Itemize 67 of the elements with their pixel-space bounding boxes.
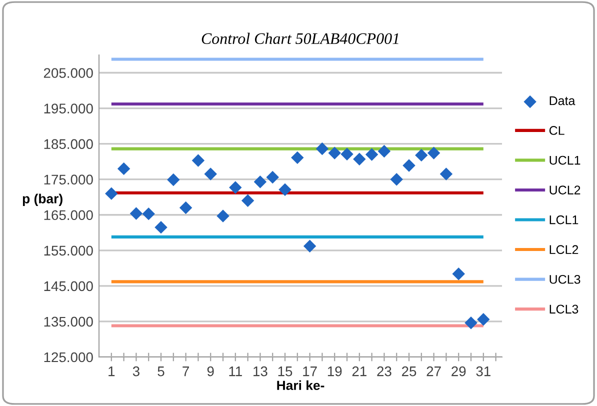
y-axis-title: p (bar)	[22, 194, 62, 206]
y-tick-label: 195.000	[44, 104, 93, 114]
point	[316, 142, 329, 156]
x-axis-title: Hari ke-	[277, 380, 324, 390]
point	[390, 172, 403, 186]
point	[216, 210, 230, 222]
y-tick-label: 185.000	[44, 139, 93, 149]
y-tick-label: 175.000	[44, 174, 93, 185]
chart-title: Control Chart 50LAB40CP001	[202, 32, 398, 44]
point	[328, 146, 341, 160]
point	[452, 267, 465, 280]
x-tick-label: 15	[278, 366, 292, 376]
point	[365, 148, 378, 161]
point	[278, 183, 292, 196]
legend-label: UCL3	[550, 274, 580, 284]
x-tick-label: 23	[377, 366, 392, 376]
point	[130, 207, 143, 220]
point	[192, 154, 205, 167]
y-tick-label: 165.000	[44, 210, 93, 220]
legend-label: CL	[549, 126, 564, 135]
x-tick-label: 3	[132, 366, 140, 376]
x-tick-label: 21	[352, 366, 366, 376]
point	[105, 187, 118, 200]
point	[154, 220, 168, 234]
x-tick-label: 17	[303, 366, 317, 376]
x-tick-label: 29	[452, 366, 466, 376]
point	[254, 175, 267, 188]
x-tick-label: 1	[108, 366, 115, 376]
point	[427, 146, 440, 160]
point	[340, 148, 354, 160]
point	[117, 162, 130, 176]
x-tick-label: 11	[229, 366, 242, 376]
point	[229, 181, 242, 194]
point	[303, 240, 316, 253]
legend-label: LCL2	[550, 245, 578, 254]
point	[167, 173, 180, 186]
legend-label: Data	[550, 96, 576, 106]
point	[402, 159, 416, 172]
x-tick-label: 27	[426, 366, 441, 376]
point	[266, 170, 279, 184]
point	[415, 148, 428, 162]
legend-label: UCL2	[550, 186, 580, 194]
x-tick-label: 25	[402, 366, 416, 376]
point	[291, 151, 304, 164]
point	[179, 201, 192, 214]
point	[440, 168, 453, 180]
point	[353, 152, 366, 166]
legend-label: UCL1	[550, 156, 580, 165]
y-tick-label: 155.000	[44, 246, 93, 256]
legend-label: LCL1	[550, 215, 578, 224]
y-tick-label: 205.000	[44, 68, 93, 78]
legend-label: LCL3	[550, 304, 578, 314]
point	[204, 168, 217, 180]
y-tick-label: 135.000	[44, 316, 93, 327]
x-tick-label: 9	[207, 366, 214, 376]
x-tick-label: 13	[254, 366, 268, 376]
point	[378, 144, 391, 158]
point	[241, 194, 254, 208]
y-tick-label: 125.000	[44, 352, 93, 362]
point	[142, 207, 155, 220]
x-tick-label: 31	[476, 366, 490, 376]
y-tick-label: 145.000	[44, 281, 93, 292]
point	[464, 316, 478, 330]
point	[477, 312, 490, 326]
x-tick-label: 19	[328, 366, 342, 376]
x-tick-label: 7	[182, 366, 189, 376]
x-tick-label: 5	[158, 366, 164, 376]
